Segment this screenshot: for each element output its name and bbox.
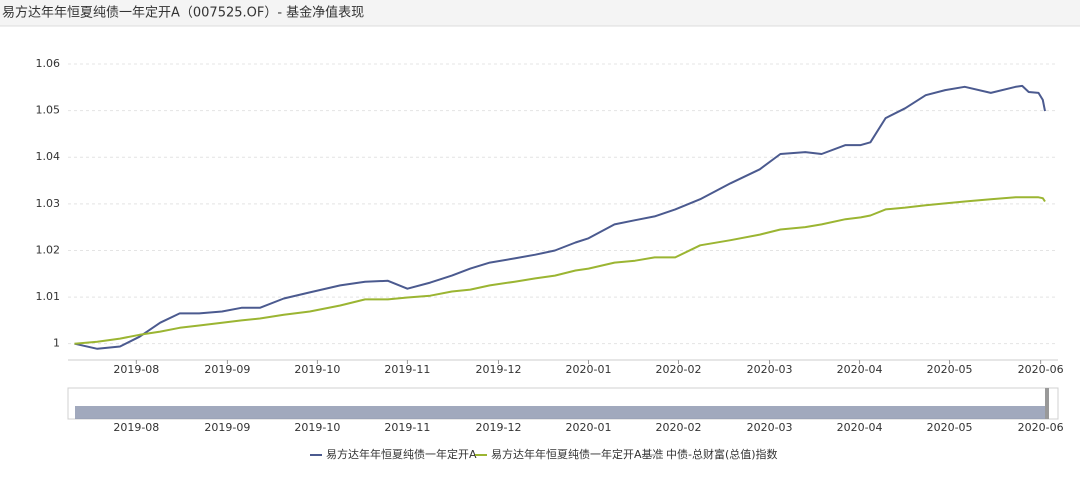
zoom-tick-label: 2020-05 — [927, 421, 973, 434]
x-tick-label: 2019-10 — [294, 363, 340, 376]
zoom-tick-label: 2020-06 — [1018, 421, 1064, 434]
title-bar — [0, 0, 1080, 26]
zoom-tick-label: 2020-01 — [565, 421, 611, 434]
x-tick-label: 2019-08 — [113, 363, 159, 376]
x-tick-label: 2019-09 — [204, 363, 250, 376]
zoom-handle[interactable] — [1045, 388, 1049, 419]
x-tick-label: 2020-03 — [747, 363, 793, 376]
zoom-tick-label: 2019-11 — [384, 421, 430, 434]
y-tick-label: 1.02 — [36, 243, 61, 256]
chart-title: 易方达年年恒夏纯债一年定开A（007525.OF）- 基金净值表现 — [2, 5, 364, 21]
x-tick-label: 2020-01 — [565, 363, 611, 376]
y-tick-label: 1.04 — [36, 150, 61, 163]
zoom-preview — [75, 406, 1045, 419]
series-line — [74, 84, 1046, 350]
legend-label[interactable]: 易方达年年恒夏纯债一年定开A — [326, 447, 477, 461]
y-tick-label: 1.05 — [36, 104, 61, 117]
zoom-tick-label: 2020-04 — [837, 421, 883, 434]
x-tick-label: 2019-12 — [475, 363, 521, 376]
y-tick-label: 1.03 — [36, 197, 61, 210]
zoom-tick-label: 2019-08 — [113, 421, 159, 434]
y-tick-label: 1.06 — [36, 57, 61, 70]
x-tick-label: 2020-02 — [655, 363, 701, 376]
legend-label[interactable]: 中债-总财富(总值)指数 — [666, 447, 778, 461]
zoom-tick-label: 2020-02 — [655, 421, 701, 434]
y-tick-label: 1 — [53, 337, 60, 350]
zoom-tick-label: 2020-03 — [747, 421, 793, 434]
x-tick-label: 2019-11 — [384, 363, 430, 376]
x-tick-label: 2020-05 — [927, 363, 973, 376]
x-tick-label: 2020-06 — [1018, 363, 1064, 376]
zoom-tick-label: 2019-10 — [294, 421, 340, 434]
zoom-tick-label: 2019-09 — [204, 421, 250, 434]
x-tick-label: 2020-04 — [837, 363, 883, 376]
series-line — [74, 196, 1046, 345]
y-tick-label: 1.01 — [36, 290, 61, 303]
zoom-tick-label: 2019-12 — [475, 421, 521, 434]
legend-label[interactable]: 易方达年年恒夏纯债一年定开A基准 — [491, 447, 664, 461]
